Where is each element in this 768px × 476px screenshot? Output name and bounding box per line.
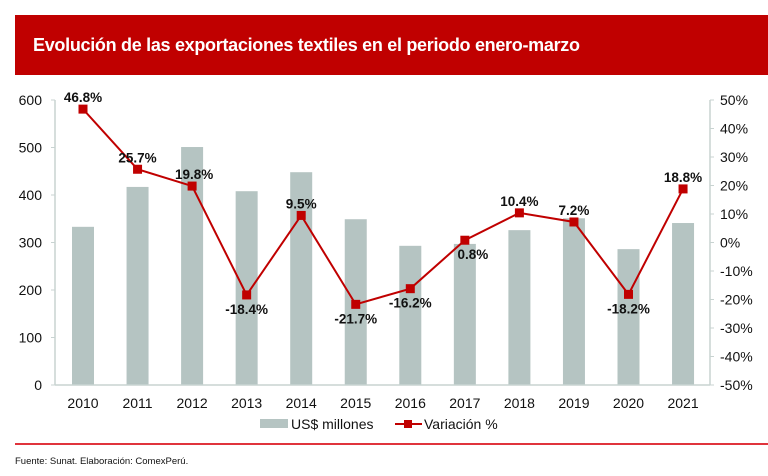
x-tick-label: 2016	[395, 395, 426, 411]
right-tick-label: -10%	[720, 263, 753, 279]
marker-2021	[678, 184, 688, 194]
right-tick-label: 0%	[720, 235, 740, 251]
data-label-2017: 0.8%	[457, 247, 488, 262]
data-label-2016: -16.2%	[389, 296, 432, 311]
data-label-2015: -21.7%	[334, 311, 377, 326]
data-label-2010: 46.8%	[64, 90, 102, 105]
left-tick-label: 500	[19, 140, 43, 156]
left-tick-label: 100	[19, 330, 43, 346]
bar-2011	[126, 186, 149, 385]
data-label-2020: -18.2%	[607, 301, 650, 316]
right-tick-label: 30%	[720, 149, 748, 165]
bar-2016	[399, 245, 422, 385]
x-tick-label: 2012	[177, 395, 208, 411]
data-label-2018: 10.4%	[500, 194, 538, 209]
x-tick-label: 2020	[613, 395, 644, 411]
right-tick-label: 40%	[720, 121, 748, 137]
chart: 0 100 200 300 400 500 600 -50% -40% -30% -20% -10% 0…	[19, 90, 753, 432]
marker-2019	[569, 217, 579, 227]
x-tick-label: 2014	[286, 395, 317, 411]
legend-marker-swatch	[404, 420, 412, 428]
bar-2018	[508, 230, 531, 385]
bar-2017	[453, 243, 476, 385]
legend-bar-swatch	[260, 419, 288, 428]
right-tick-label: -40%	[720, 349, 753, 365]
x-tick-label: 2013	[231, 395, 262, 411]
marker-2010	[78, 104, 88, 114]
title-banner: Evolución de las exportaciones textiles …	[15, 15, 768, 75]
data-label-2011: 25.7%	[118, 150, 156, 165]
footer-divider	[15, 443, 768, 445]
x-tick-label: 2011	[122, 395, 152, 411]
chart-title: Evolución de las exportaciones textiles …	[33, 35, 580, 55]
axes: 0 100 200 300 400 500 600 -50% -40% -30% -20% -10% 0…	[19, 92, 753, 411]
left-tick-label: 400	[19, 187, 43, 203]
marker-2015	[351, 299, 361, 309]
x-tick-label: 2017	[449, 395, 480, 411]
source-note: Fuente: Sunat. Elaboración: ComexPerú.	[15, 456, 189, 467]
line-series	[78, 104, 688, 309]
marker-2018	[514, 208, 524, 218]
left-tick-label: 200	[19, 282, 43, 298]
right-tick-label: -50%	[720, 377, 753, 393]
x-tick-label: 2019	[558, 395, 589, 411]
right-tick-label: -20%	[720, 292, 753, 308]
marker-2014	[296, 210, 306, 220]
data-label-2021: 18.8%	[664, 170, 702, 185]
marker-2011	[133, 164, 143, 174]
marker-2012	[187, 181, 197, 191]
right-tick-label: 10%	[720, 206, 748, 222]
variation-line	[82, 108, 684, 306]
x-tick-label: 2015	[340, 395, 371, 411]
bar-series	[72, 147, 695, 385]
right-tick-label: -30%	[720, 320, 753, 336]
left-tick-label: 0	[34, 377, 42, 393]
legend: US$ millones Variación %	[260, 416, 498, 432]
marker-2013	[242, 290, 252, 300]
right-tick-label: 50%	[720, 92, 748, 108]
bar-2012	[181, 147, 204, 385]
bar-2019	[562, 218, 585, 385]
x-tick-label: 2018	[504, 395, 535, 411]
bar-2021	[672, 223, 695, 385]
left-tick-label: 600	[19, 92, 43, 108]
data-label-2014: 9.5%	[286, 196, 317, 211]
bar-2020	[617, 249, 640, 385]
right-tick-label: 20%	[720, 178, 748, 194]
legend-label-bars: US$ millones	[291, 416, 373, 432]
data-label-2013: -18.4%	[225, 302, 268, 317]
legend-label-line: Variación %	[424, 416, 498, 432]
left-tick-label: 300	[19, 235, 43, 251]
bar-2010	[72, 226, 94, 385]
data-labels: 46.8% 25.7% 19.8% -18.4% 9.5% -21.7% -16.2% 0.8…	[64, 90, 702, 326]
data-label-2019: 7.2%	[559, 203, 590, 218]
marker-2016	[405, 284, 415, 294]
x-tick-label: 2010	[67, 395, 98, 411]
bar-2013	[235, 191, 258, 385]
data-label-2012: 19.8%	[175, 167, 213, 182]
marker-2017	[460, 235, 470, 245]
x-tick-label: 2021	[667, 395, 698, 411]
marker-2020	[624, 289, 633, 299]
